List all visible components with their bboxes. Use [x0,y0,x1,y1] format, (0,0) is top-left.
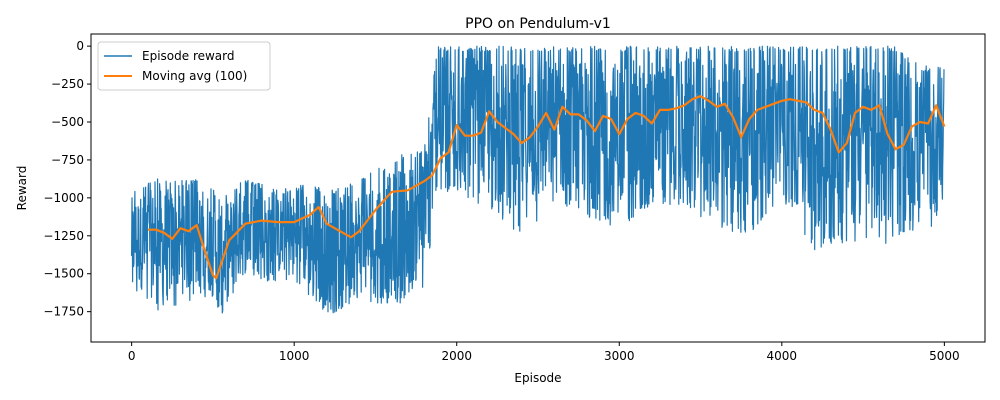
y-tick-label: −500 [51,115,84,129]
legend-label-moving-average: Moving avg (100) [142,69,247,83]
episode-reward-series [131,45,945,314]
y-axis-label: Reward [15,166,29,211]
moving-average-line [147,95,946,280]
legend-label-episode-reward: Episode reward [142,49,235,63]
y-tick-label: −1500 [43,267,84,281]
y-tick-label: −1000 [43,191,84,205]
chart-title: PPO on Pendulum-v1 [465,16,611,32]
moving-average-series [147,95,946,280]
y-tick-label: −250 [51,77,84,91]
episode-reward-line [131,45,945,314]
x-axis: 0 1000 2000 3000 4000 5000 [128,342,960,363]
y-tick-label: −1250 [43,229,84,243]
x-tick-label: 3000 [604,349,635,363]
x-tick-label: 0 [128,349,136,363]
x-axis-label: Episode [514,371,561,385]
x-tick-label: 2000 [441,349,472,363]
x-tick-label: 5000 [929,349,960,363]
legend: Episode reward Moving avg (100) [97,41,271,91]
x-tick-label: 1000 [279,349,310,363]
y-tick-label: −750 [51,153,84,167]
y-tick-label: −1750 [43,305,84,319]
legend-box [97,41,271,91]
y-tick-label: 0 [76,39,84,53]
plot-frame [90,33,986,343]
x-tick-label: 4000 [767,349,798,363]
y-axis: 0 −250 −500 −750 −1000 −1250 −1500 −1750 [43,39,91,319]
